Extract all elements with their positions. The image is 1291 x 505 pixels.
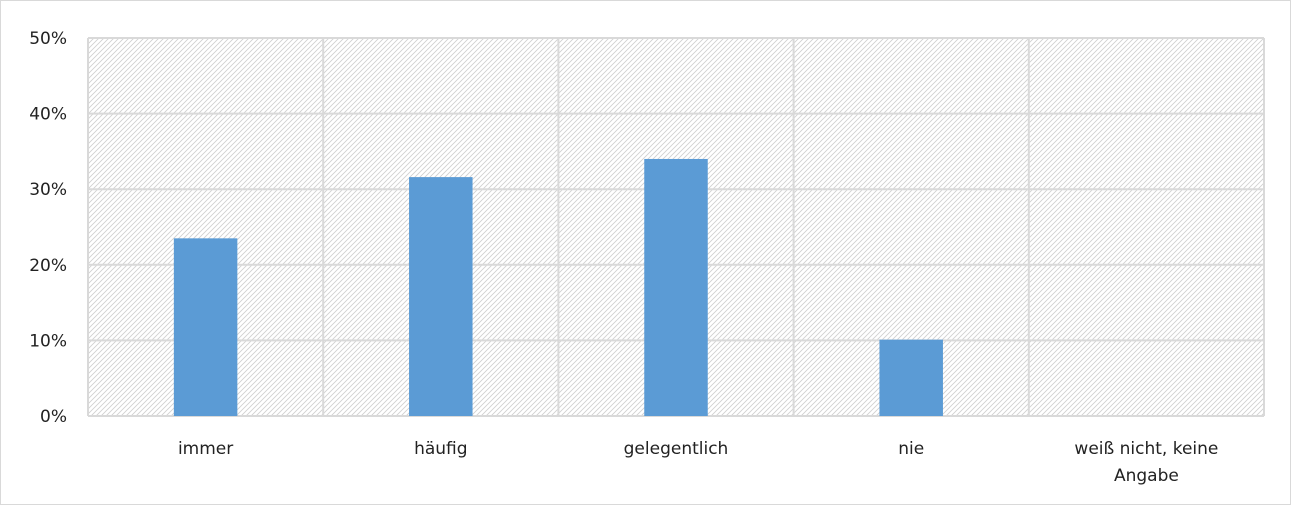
y-tick-label: 20% (29, 256, 67, 276)
bar (173, 238, 238, 416)
y-tick-label: 10% (29, 331, 67, 351)
bars (173, 158, 943, 416)
x-axis-category-labels: immer häufig gelegentlich nie weiß nicht, ke… (178, 439, 1218, 486)
y-tick-label: 40% (29, 105, 67, 125)
y-axis-tick-labels: 0% 10% 20% 30% 40% 50% (29, 29, 67, 427)
x-category-label: gelegentlich (624, 439, 729, 459)
x-category-label: immer (178, 439, 233, 459)
y-tick-label: 30% (29, 180, 67, 200)
x-category-label: weiß nicht, keine Angabe (1074, 439, 1218, 486)
bar (409, 177, 473, 416)
bar (644, 158, 708, 416)
bar (879, 339, 943, 416)
x-category-label: nie (898, 439, 924, 459)
y-tick-label: 50% (29, 29, 67, 49)
x-category-label: häufig (414, 439, 467, 459)
y-tick-label: 0% (40, 407, 67, 427)
